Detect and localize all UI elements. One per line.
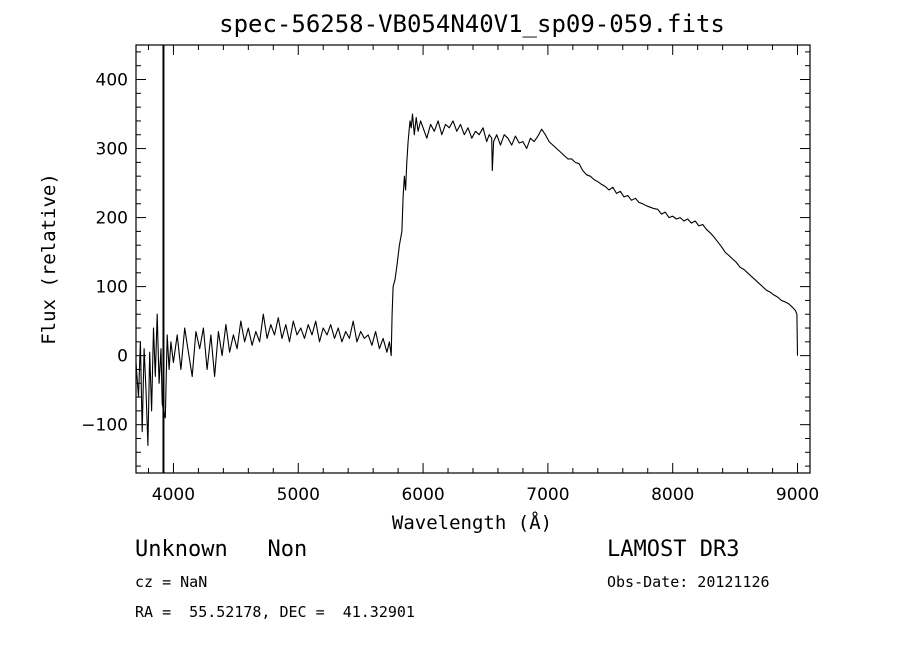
observation-date-text: Obs-Date: 20121126	[607, 573, 770, 591]
y-tick-label: 200	[96, 209, 128, 229]
survey-release-text: LAMOST DR3	[607, 537, 740, 562]
y-axis-label: Flux (relative)	[38, 173, 60, 345]
x-tick-label: 8000	[651, 485, 694, 505]
x-axis-label: Wavelength (Å)	[392, 511, 552, 534]
plot-frame	[135, 44, 811, 474]
y-tick-label: 400	[96, 71, 128, 91]
y-tick-label: −100	[81, 416, 128, 436]
axis-ticks	[136, 45, 810, 473]
x-tick-label: 6000	[401, 485, 444, 505]
x-tick-label: 5000	[277, 485, 320, 505]
object-class-text: Unknown Non	[135, 537, 308, 562]
x-tick-label: 4000	[152, 485, 195, 505]
x-tick-label: 9000	[776, 485, 819, 505]
axis-tick-labels: 4000 5000 6000 7000 8000 9000 −100 0 100 200 300 40…	[81, 71, 819, 505]
y-tick-label: 300	[96, 140, 128, 160]
redshift-text: cz = NaN	[135, 573, 208, 591]
chart-title: spec-56258-VB054N40V1_sp09-059.fits	[219, 10, 725, 38]
coordinates-text: RA = 55.52178, DEC = 41.32901	[135, 603, 415, 621]
y-tick-label: 100	[96, 278, 128, 298]
x-tick-label: 7000	[526, 485, 569, 505]
y-tick-label: 0	[117, 347, 128, 367]
spectrum-series-line	[135, 113, 799, 446]
